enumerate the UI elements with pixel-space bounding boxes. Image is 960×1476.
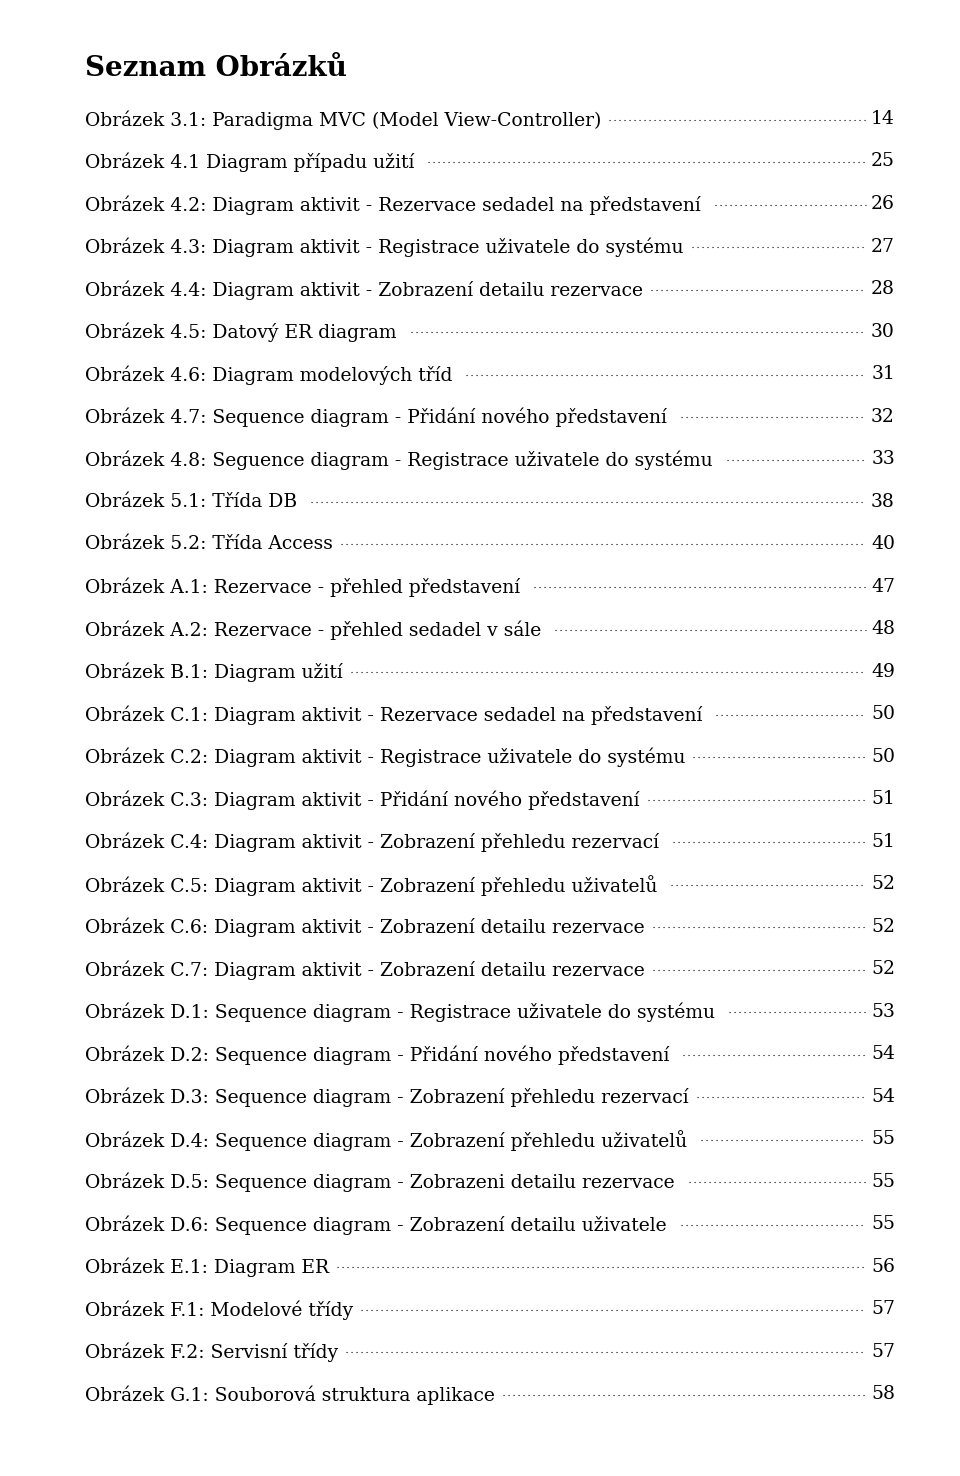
Text: 50: 50 bbox=[871, 706, 895, 723]
Text: Obrázek 4.4: Diagram aktivit - Zobrazení detailu rezervace: Obrázek 4.4: Diagram aktivit - Zobrazení… bbox=[85, 280, 643, 300]
Text: 56: 56 bbox=[871, 1258, 895, 1275]
Text: Obrázek D.2: Sequence diagram - Přidání nového představení: Obrázek D.2: Sequence diagram - Přidání … bbox=[85, 1045, 676, 1064]
Text: 52: 52 bbox=[871, 959, 895, 979]
Text: Obrázek 4.8: Seguence diagram - Registrace uživatele do systému: Obrázek 4.8: Seguence diagram - Registra… bbox=[85, 450, 719, 469]
Text: 53: 53 bbox=[871, 1002, 895, 1020]
Text: Obrázek D.1: Sequence diagram - Registrace uživatele do systému: Obrázek D.1: Sequence diagram - Registra… bbox=[85, 1002, 721, 1021]
Text: 48: 48 bbox=[871, 620, 895, 638]
Text: Obrázek C.1: Diagram aktivit - Rezervace sedadel na představení: Obrázek C.1: Diagram aktivit - Rezervace… bbox=[85, 706, 708, 725]
Text: 30: 30 bbox=[871, 322, 895, 341]
Text: 28: 28 bbox=[871, 280, 895, 298]
Text: 55: 55 bbox=[871, 1215, 895, 1232]
Text: 57: 57 bbox=[871, 1300, 895, 1318]
Text: Obrázek 3.1: Paradigma MVC (Model View-Controller): Obrázek 3.1: Paradigma MVC (Model View-C… bbox=[85, 111, 601, 130]
Text: Obrázek F.1: Modelové třídy: Obrázek F.1: Modelové třídy bbox=[85, 1300, 353, 1320]
Text: 58: 58 bbox=[871, 1384, 895, 1404]
Text: Obrázek 5.2: Třída Access: Obrázek 5.2: Třída Access bbox=[85, 534, 333, 554]
Text: 31: 31 bbox=[872, 365, 895, 382]
Text: Obrázek 4.3: Diagram aktivit - Registrace uživatele do systému: Obrázek 4.3: Diagram aktivit - Registrac… bbox=[85, 238, 684, 257]
Text: 57: 57 bbox=[871, 1343, 895, 1361]
Text: Obrázek D.3: Sequence diagram - Zobrazení přehledu rezervací: Obrázek D.3: Sequence diagram - Zobrazen… bbox=[85, 1088, 688, 1107]
Text: Obrázek 4.7: Sequence diagram - Přidání nového představení: Obrázek 4.7: Sequence diagram - Přidání … bbox=[85, 407, 673, 427]
Text: Obrázek C.4: Diagram aktivit - Zobrazení přehledu rezervací: Obrázek C.4: Diagram aktivit - Zobrazení… bbox=[85, 832, 665, 852]
Text: 40: 40 bbox=[871, 534, 895, 554]
Text: 52: 52 bbox=[871, 918, 895, 936]
Text: Obrázek A.2: Rezervace - přehled sedadel v sále: Obrázek A.2: Rezervace - přehled sedadel… bbox=[85, 620, 547, 639]
Text: Obrázek C.6: Diagram aktivit - Zobrazení detailu rezervace: Obrázek C.6: Diagram aktivit - Zobrazení… bbox=[85, 918, 644, 937]
Text: Obrázek D.6: Sequence diagram - Zobrazení detailu uživatele: Obrázek D.6: Sequence diagram - Zobrazen… bbox=[85, 1215, 673, 1234]
Text: Seznam Obrázků: Seznam Obrázků bbox=[85, 55, 347, 83]
Text: 49: 49 bbox=[871, 663, 895, 680]
Text: 55: 55 bbox=[871, 1172, 895, 1191]
Text: Obrázek 5.1: Třída DB: Obrázek 5.1: Třída DB bbox=[85, 493, 303, 511]
Text: 50: 50 bbox=[871, 747, 895, 766]
Text: 27: 27 bbox=[871, 238, 895, 255]
Text: Obrázek D.5: Sequence diagram - Zobrazeni detailu rezervace: Obrázek D.5: Sequence diagram - Zobrazen… bbox=[85, 1172, 681, 1193]
Text: 52: 52 bbox=[871, 875, 895, 893]
Text: Obrázek B.1: Diagram užití: Obrázek B.1: Diagram užití bbox=[85, 663, 343, 682]
Text: Obrázek C.2: Diagram aktivit - Registrace uživatele do systému: Obrázek C.2: Diagram aktivit - Registrac… bbox=[85, 747, 685, 768]
Text: Obrázek C.5: Diagram aktivit - Zobrazení přehledu uživatelů: Obrázek C.5: Diagram aktivit - Zobrazení… bbox=[85, 875, 663, 896]
Text: 54: 54 bbox=[871, 1045, 895, 1063]
Text: Obrázek 4.5: Datový ER diagram: Obrázek 4.5: Datový ER diagram bbox=[85, 322, 402, 342]
Text: 25: 25 bbox=[871, 152, 895, 171]
Text: 55: 55 bbox=[871, 1131, 895, 1148]
Text: 51: 51 bbox=[871, 790, 895, 807]
Text: 47: 47 bbox=[871, 577, 895, 595]
Text: 51: 51 bbox=[871, 832, 895, 850]
Text: Obrázek D.4: Sequence diagram - Zobrazení přehledu uživatelů: Obrázek D.4: Sequence diagram - Zobrazen… bbox=[85, 1131, 693, 1151]
Text: 54: 54 bbox=[871, 1088, 895, 1106]
Text: 33: 33 bbox=[872, 450, 895, 468]
Text: Obrázek F.2: Servisní třídy: Obrázek F.2: Servisní třídy bbox=[85, 1343, 338, 1362]
Text: Obrázek A.1: Rezervace - přehled představení: Obrázek A.1: Rezervace - přehled předsta… bbox=[85, 577, 526, 596]
Text: Obrázek 4.6: Diagram modelových tříd: Obrázek 4.6: Diagram modelových tříd bbox=[85, 365, 458, 385]
Text: Obrázek C.7: Diagram aktivit - Zobrazení detailu rezervace: Obrázek C.7: Diagram aktivit - Zobrazení… bbox=[85, 959, 645, 980]
Text: Obrázek C.3: Diagram aktivit - Přidání nového představení: Obrázek C.3: Diagram aktivit - Přidání n… bbox=[85, 790, 639, 809]
Text: Obrázek G.1: Souborová struktura aplikace: Obrázek G.1: Souborová struktura aplikac… bbox=[85, 1384, 494, 1405]
Text: Obrázek 4.2: Diagram aktivit - Rezervace sedadel na představení: Obrázek 4.2: Diagram aktivit - Rezervace… bbox=[85, 195, 707, 214]
Text: Obrázek 4.1 Diagram případu užití: Obrázek 4.1 Diagram případu užití bbox=[85, 152, 420, 173]
Text: 32: 32 bbox=[871, 407, 895, 425]
Text: 14: 14 bbox=[871, 111, 895, 128]
Text: 38: 38 bbox=[871, 493, 895, 511]
Text: Obrázek E.1: Diagram ER: Obrázek E.1: Diagram ER bbox=[85, 1258, 329, 1277]
Text: 26: 26 bbox=[871, 195, 895, 213]
